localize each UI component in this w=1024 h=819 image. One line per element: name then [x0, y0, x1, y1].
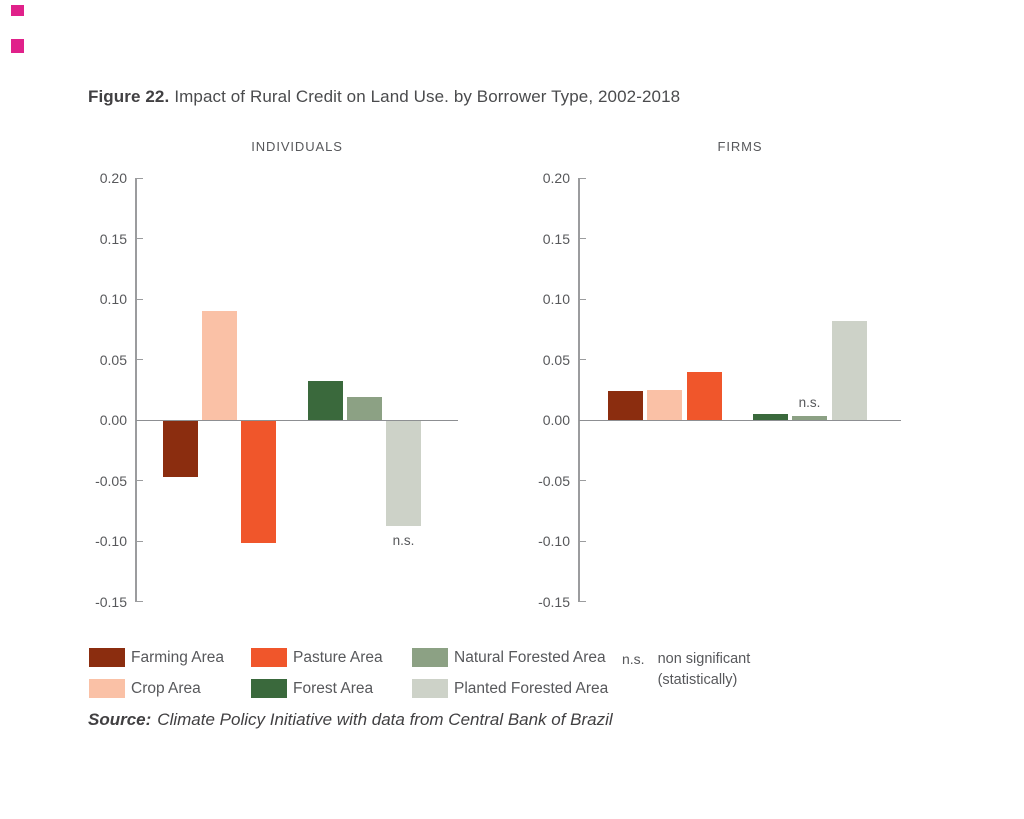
source-text: Climate Policy Initiative with data from… [157, 710, 613, 729]
y-tick-mark [137, 540, 143, 542]
bar-pasture-area [687, 372, 722, 420]
y-axis-line [578, 178, 580, 602]
legend-label: Natural Forested Area [454, 648, 606, 666]
magenta-corner-mark-top [11, 5, 24, 16]
legend-item-pasture-area: Pasture Area [251, 648, 383, 667]
y-tick-mark [580, 238, 586, 239]
y-tick-mark [580, 601, 586, 602]
legend-item-farming-area: Farming Area [89, 648, 224, 667]
y-axis-line [135, 178, 137, 602]
x-axis-zero-line [136, 420, 458, 421]
y-tick-mark [137, 480, 143, 481]
legend-swatch-forest-area [251, 679, 287, 698]
y-tick-label: 0.15 [99, 230, 127, 247]
figure-title: Figure 22. Impact of Rural Credit on Land… [88, 87, 680, 107]
y-tick-label: -0.15 [538, 593, 570, 610]
source-label: Source: [88, 710, 152, 729]
y-tick-label: -0.10 [538, 533, 570, 549]
bar-pasture-area [241, 421, 276, 543]
bar-forest-area [753, 414, 788, 420]
legend-item-planted-forested-area: Planted Forested Area [412, 679, 608, 698]
legend-label: Forest Area [293, 679, 374, 697]
ns-definition-line1: non significant [657, 651, 751, 667]
y-tick-mark [137, 298, 143, 300]
ns-definition: non significant (statistically) [658, 649, 751, 690]
legend-swatch-farming-area [89, 648, 125, 667]
bar-farming-area [163, 421, 198, 477]
legend-swatch-planted-forested-area [412, 679, 448, 698]
chart-title-firms: FIRMS [717, 139, 763, 154]
y-tick-label: 0.20 [99, 170, 127, 186]
y-tick-label: -0.10 [95, 533, 127, 549]
bar-crop-area [647, 390, 682, 420]
legend-label: Planted Forested Area [454, 679, 609, 697]
bar-forest-area [308, 381, 343, 420]
y-tick-mark [580, 298, 586, 300]
figure-number-label: Figure 22. [88, 87, 170, 106]
legend-swatch-pasture-area [251, 648, 287, 667]
legend-item-forest-area: Forest Area [251, 679, 373, 698]
legend-label: Farming Area [131, 648, 225, 666]
y-tick-label: -0.15 [95, 593, 127, 610]
magenta-corner-mark-bottom [11, 39, 24, 53]
bar-planted-forested-area [832, 321, 867, 420]
y-tick-mark [580, 177, 586, 179]
y-tick-label: 0.20 [542, 170, 570, 186]
legend-label: Pasture Area [293, 648, 383, 666]
y-tick-label: 0.00 [99, 412, 127, 428]
ns-definition-line2: (statistically) [657, 671, 738, 688]
ns-abbreviation: n.s. [622, 651, 645, 667]
x-axis-zero-line [579, 420, 901, 421]
y-tick-mark [137, 601, 143, 602]
bar-planted-forested-area [386, 421, 421, 526]
y-tick-label: -0.05 [95, 472, 127, 489]
y-tick-label: 0.10 [99, 291, 127, 307]
ns-annotation: n.s. [798, 395, 821, 411]
source-line: Source: Climate Policy Initiative with da… [88, 710, 613, 730]
bar-natural-forested-area [347, 397, 382, 420]
y-tick-mark [137, 359, 143, 360]
y-tick-label: 0.00 [542, 412, 570, 428]
legend-label: Crop Area [131, 679, 201, 697]
y-tick-label: 0.10 [542, 291, 570, 307]
legend-swatch-natural-forested-area [412, 648, 448, 667]
bar-crop-area [202, 311, 237, 420]
y-tick-mark [137, 177, 143, 179]
chart-title-individuals: INDIVIDUALS [251, 139, 343, 154]
ns-legend-note: n.s. non significant (statistically) [622, 649, 750, 690]
figure-title-text: Impact of Rural Credit on Land Use. by B… [174, 87, 681, 106]
y-tick-mark [580, 480, 586, 481]
bar-natural-forested-area [792, 416, 827, 420]
legend-item-crop-area: Crop Area [89, 679, 201, 698]
y-tick-mark [580, 540, 586, 542]
ns-annotation: n.s. [392, 533, 415, 549]
y-tick-label: -0.05 [538, 472, 570, 489]
y-tick-mark [137, 238, 143, 239]
bar-farming-area [608, 391, 643, 420]
legend-swatch-crop-area [89, 679, 125, 698]
y-tick-label: 0.05 [542, 351, 570, 368]
y-tick-label: 0.05 [99, 351, 127, 368]
y-tick-mark [580, 359, 586, 360]
legend-item-natural-forested-area: Natural Forested Area [412, 648, 606, 667]
y-tick-label: 0.15 [542, 230, 570, 247]
